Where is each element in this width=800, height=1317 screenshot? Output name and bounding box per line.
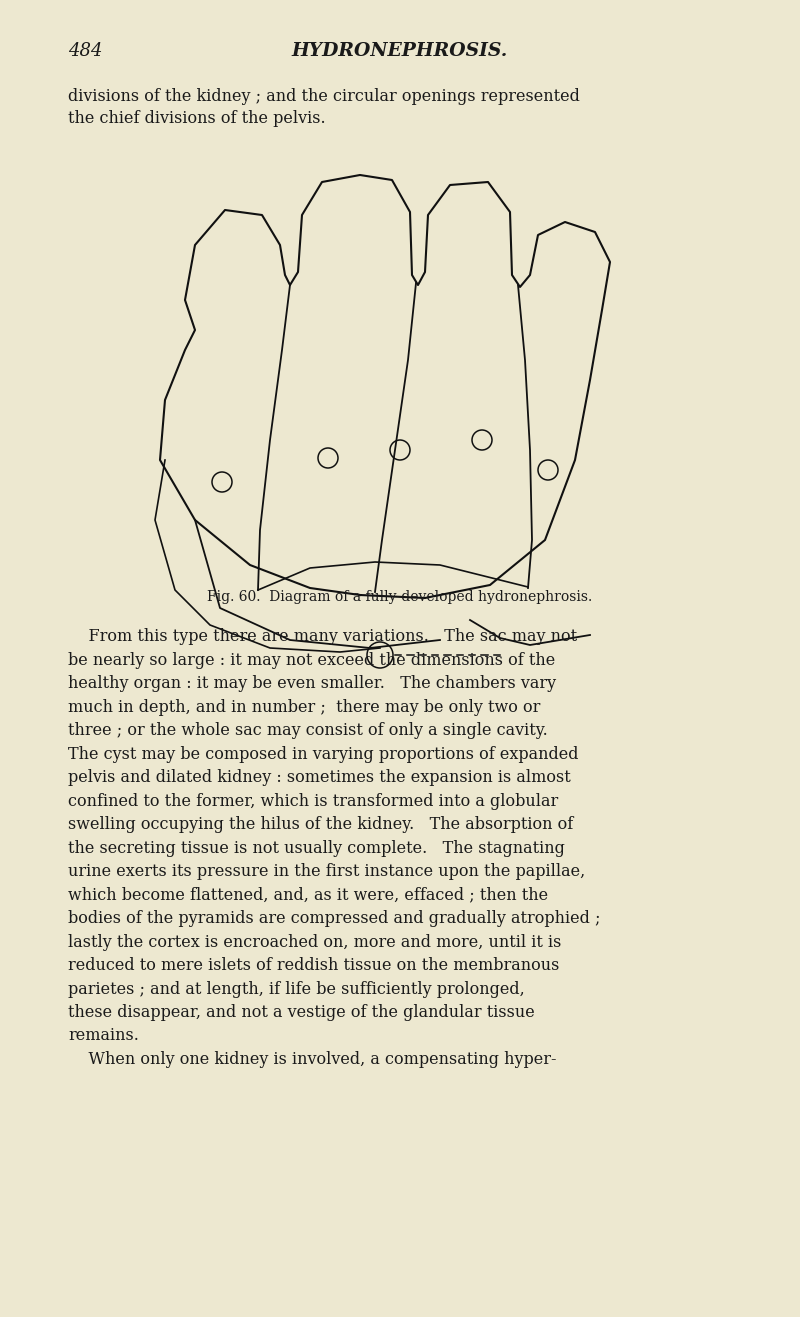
Text: which become flattened, and, as it were, effaced ; then the: which become flattened, and, as it were,… bbox=[68, 886, 548, 903]
Text: lastly the cortex is encroached on, more and more, until it is: lastly the cortex is encroached on, more… bbox=[68, 934, 562, 951]
Text: From this type there are many variations.   The sac may not: From this type there are many variations… bbox=[68, 628, 577, 645]
Text: 484: 484 bbox=[68, 42, 102, 61]
Text: parietes ; and at length, if life be sufficiently prolonged,: parietes ; and at length, if life be suf… bbox=[68, 980, 525, 997]
Text: divisions of the kidney ; and the circular openings represented: divisions of the kidney ; and the circul… bbox=[68, 88, 580, 105]
Text: remains.: remains. bbox=[68, 1027, 139, 1044]
Text: swelling occupying the hilus of the kidney.   The absorption of: swelling occupying the hilus of the kidn… bbox=[68, 817, 574, 832]
Text: the chief divisions of the pelvis.: the chief divisions of the pelvis. bbox=[68, 111, 326, 126]
Text: three ; or the whole sac may consist of only a single cavity.: three ; or the whole sac may consist of … bbox=[68, 722, 548, 739]
Text: healthy organ : it may be even smaller.   The chambers vary: healthy organ : it may be even smaller. … bbox=[68, 676, 556, 691]
Text: Fig. 60.  Diagram of a fully-developed hydronephrosis.: Fig. 60. Diagram of a fully-developed hy… bbox=[207, 590, 593, 605]
Text: confined to the former, which is transformed into a globular: confined to the former, which is transfo… bbox=[68, 793, 558, 810]
Text: pelvis and dilated kidney : sometimes the expansion is almost: pelvis and dilated kidney : sometimes th… bbox=[68, 769, 570, 786]
Text: urine exerts its pressure in the first instance upon the papillae,: urine exerts its pressure in the first i… bbox=[68, 863, 586, 880]
Text: be nearly so large : it may not exceed the dimensions of the: be nearly so large : it may not exceed t… bbox=[68, 652, 555, 669]
Text: these disappear, and not a vestige of the glandular tissue: these disappear, and not a vestige of th… bbox=[68, 1004, 534, 1021]
Text: reduced to mere islets of reddish tissue on the membranous: reduced to mere islets of reddish tissue… bbox=[68, 957, 559, 975]
Text: HYDRONEPHROSIS.: HYDRONEPHROSIS. bbox=[292, 42, 508, 61]
Text: bodies of the pyramids are compressed and gradually atrophied ;: bodies of the pyramids are compressed an… bbox=[68, 910, 601, 927]
Text: When only one kidney is involved, a compensating hyper-: When only one kidney is involved, a comp… bbox=[68, 1051, 557, 1068]
Text: the secreting tissue is not usually complete.   The stagnating: the secreting tissue is not usually comp… bbox=[68, 839, 565, 856]
Text: much in depth, and in number ;  there may be only two or: much in depth, and in number ; there may… bbox=[68, 698, 540, 715]
Text: The cyst may be composed in varying proportions of expanded: The cyst may be composed in varying prop… bbox=[68, 745, 578, 763]
